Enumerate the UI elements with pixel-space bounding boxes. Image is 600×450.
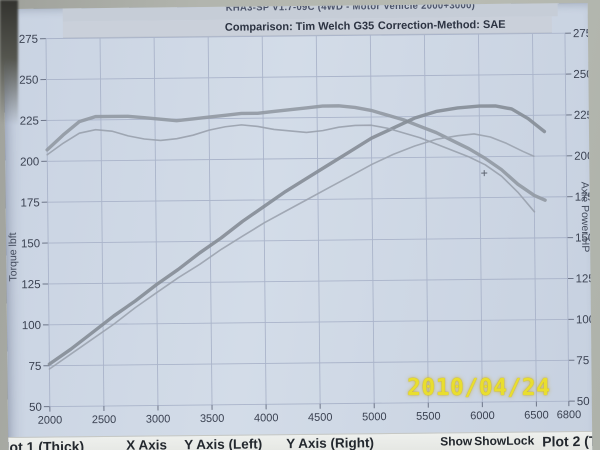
- y-right-label-175: 175: [575, 191, 593, 203]
- toolbar-item-x-axis: X Axis: [126, 437, 168, 450]
- v-gridline-2500: [99, 38, 105, 407]
- x-label-2500: 2500: [92, 414, 117, 426]
- x-label-6000: 6000: [470, 410, 495, 422]
- printout-paper: KHA3-SP V1.7-09C (4WD - Motor Vehicle 20…: [3, 2, 593, 450]
- series-comparison-torque-thin: [46, 124, 536, 213]
- series-comparison-power-thin: [48, 133, 535, 370]
- y-right-label-250: 250: [573, 69, 592, 81]
- h-gridline-50: [49, 400, 569, 408]
- x-label-5500: 5500: [416, 411, 441, 423]
- x-label-4000: 4000: [254, 412, 279, 424]
- v-gridline-3000: [153, 37, 159, 406]
- y-right-label-75: 75: [576, 355, 589, 367]
- v-gridline-5000: [369, 35, 375, 404]
- toolbar-item-y-axis-right: Y Axis (Right): [286, 435, 375, 450]
- y-right-label-200: 200: [574, 151, 592, 163]
- toolbar-item-show: Show: [440, 434, 473, 449]
- v-gridline-4500: [315, 35, 321, 404]
- y-left-label-275: 275: [19, 34, 38, 46]
- h-gridline-100: [48, 318, 568, 326]
- v-gridline-4000: [261, 36, 267, 405]
- dyno-chart-svg: 275 275 250 250 225 225 200 200 175 175 150 150 125 1…: [7, 28, 593, 427]
- v-gridline-6500: [532, 33, 537, 402]
- x-label-3500: 3500: [200, 413, 225, 425]
- y-left-label-175: 175: [20, 197, 39, 209]
- y-right-label-125: 125: [575, 273, 592, 285]
- y-right-label-275: 275: [573, 28, 592, 40]
- y-left-label-125: 125: [21, 279, 40, 291]
- x-label-3000: 3000: [146, 413, 171, 425]
- toolbar-item-showlock: ShowLock: [474, 433, 535, 449]
- y-right-label-100: 100: [576, 314, 592, 326]
- v-gridline-2000: [45, 38, 51, 407]
- toolbar-item-plot-2-t: Plot 2 (T: [542, 432, 593, 450]
- v-gridline-6800: [564, 33, 570, 402]
- y-right-label-50: 50: [577, 396, 590, 408]
- toolbar-item-plot-1-thick: Plot 1 (Thick): [3, 438, 85, 450]
- h-gridline-75: [49, 359, 569, 367]
- x-label-6800: 6800: [557, 409, 582, 421]
- h-gridline-150: [48, 237, 568, 244]
- series-main-power-thick: [47, 104, 547, 366]
- y-right-label-225: 225: [574, 110, 593, 122]
- toolbar-item-y-axis-left: Y Axis (Left): [184, 436, 263, 450]
- y-left-label-50: 50: [29, 402, 42, 414]
- h-gridline-275: [45, 32, 565, 40]
- y-left-label-150: 150: [21, 238, 40, 250]
- x-label-4500: 4500: [308, 412, 333, 424]
- h-gridline-125: [48, 278, 568, 285]
- y-right-axis-title: Axle Power HP: [579, 182, 592, 253]
- x-label-5000: 5000: [362, 411, 387, 423]
- x-label-2000: 2000: [38, 414, 63, 426]
- y-left-axis-title: Torque lbft: [7, 232, 20, 281]
- y-right-label-150: 150: [575, 232, 592, 244]
- y-left-label-200: 200: [20, 156, 39, 168]
- camera-date-stamp: 2010/04/24: [407, 375, 551, 401]
- y-left-label-225: 225: [20, 115, 39, 127]
- v-gridline-5500: [423, 34, 429, 403]
- v-gridline-3500: [207, 36, 213, 405]
- series-main-torque-thick: [45, 104, 547, 202]
- y-left-label-100: 100: [22, 320, 41, 332]
- h-gridline-250: [46, 73, 566, 80]
- v-gridline-6000: [478, 34, 483, 403]
- y-left-label-250: 250: [19, 75, 38, 87]
- x-label-6500: 6500: [524, 409, 549, 421]
- y-left-label-75: 75: [29, 361, 42, 373]
